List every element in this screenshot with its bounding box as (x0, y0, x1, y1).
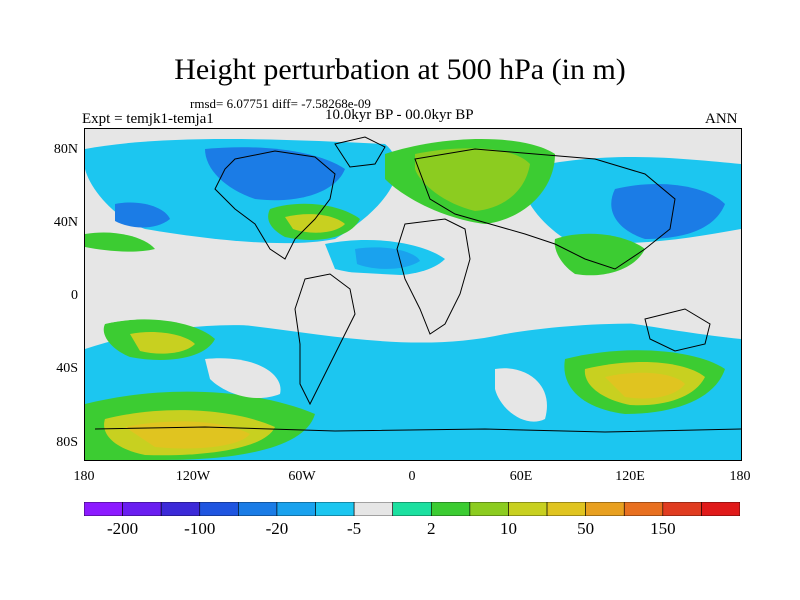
lat-label-80s: 80S (56, 435, 78, 450)
colorbar-box (353, 502, 394, 516)
period-subtitle: 10.0kyr BP - 00.0kyr BP (325, 107, 474, 123)
lon-label-180w: 180 (73, 469, 95, 484)
lon-label-180e: 180 (729, 469, 751, 484)
contour-map (85, 136, 741, 460)
lon-label-60w: 60W (288, 469, 316, 484)
colorbar-box (122, 502, 162, 516)
colorbar-box (315, 502, 355, 516)
lon-label-120e: 120E (615, 469, 645, 484)
colorbar (84, 502, 740, 516)
colorbar-tick-label: 50 (577, 519, 595, 538)
colorbar-tick-label: -200 (106, 519, 139, 538)
colorbar-box (701, 502, 740, 516)
colorbar-box (199, 502, 239, 516)
colorbar-box (392, 502, 432, 516)
colorbar-tick-label: -100 (184, 519, 216, 538)
colorbar-box (430, 502, 471, 516)
colorbar-box (546, 502, 586, 516)
experiment-label: Expt = temjk1-temja1 (82, 111, 214, 127)
lat-label-80n: 80N (53, 142, 78, 157)
stats-subtitle: rmsd= 6.07751 diff= -7.58268e-09 (190, 96, 371, 111)
colorbar-tick-label: 2 (427, 519, 436, 538)
colorbar-box (662, 502, 702, 516)
colorbar-box (276, 502, 316, 516)
lon-label-0: 0 (408, 469, 416, 484)
colorbar-box (585, 502, 625, 516)
colorbar-box (508, 502, 548, 516)
lat-label-eq: 0 (71, 288, 78, 303)
plot-title: Height perturbation at 500 hPa (in m) (174, 53, 626, 86)
colorbar-tick-label: 10 (499, 519, 517, 538)
colorbar-box (238, 502, 278, 516)
lon-label-60e: 60E (509, 469, 533, 484)
colorbar-box (623, 502, 664, 516)
lat-label-40n: 40N (53, 215, 78, 230)
lon-label-120w: 120W (175, 469, 211, 484)
coastlines (94, 136, 741, 433)
colorbar-box (84, 502, 123, 516)
contour-fill-regions (85, 139, 741, 460)
colorbar-box (469, 502, 509, 516)
map-panel (84, 128, 742, 461)
colorbar-tick-label: -20 (265, 519, 289, 538)
colorbar-box (160, 502, 201, 516)
lat-label-40s: 40S (56, 361, 78, 376)
colorbar-tick-label: -5 (347, 519, 362, 538)
season-label: ANN (705, 111, 738, 127)
colorbar-tick-label: 150 (650, 519, 676, 538)
